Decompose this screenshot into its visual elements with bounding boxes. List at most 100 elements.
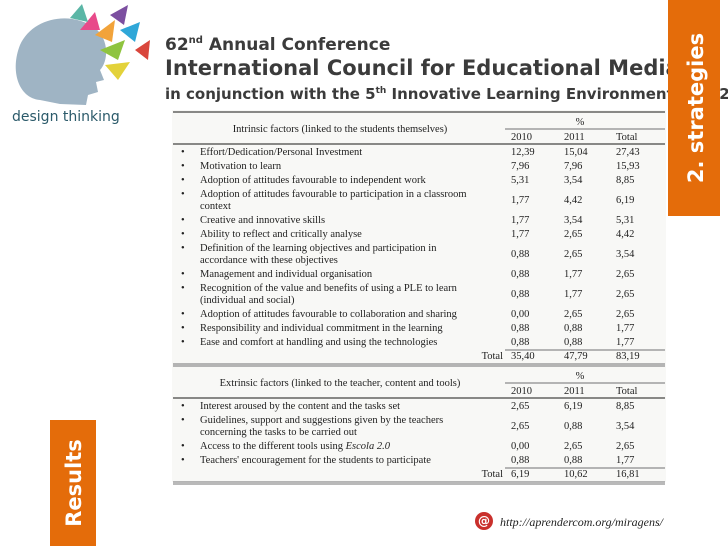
cell-value: 1,77 [511, 215, 529, 226]
bullet: • [181, 243, 185, 254]
text: 62 [165, 35, 189, 55]
header-line3: in conjunction with the 5th Innovative L… [165, 85, 728, 103]
column-header: 2011 [564, 386, 585, 397]
superscript: th [376, 86, 387, 96]
text: Management and individual organisation [200, 269, 373, 280]
cell-value: 0,88 [564, 323, 582, 334]
factor-text: Adoption of attitudes favourable to part… [200, 189, 467, 200]
text: Annual Conference [203, 35, 390, 55]
cell-value: 2,65 [511, 401, 529, 412]
bullet: • [181, 401, 185, 412]
cell-value: 1,77 [616, 455, 634, 466]
total-value: 16,81 [616, 469, 640, 480]
total-label: Total [482, 469, 504, 480]
cell-value: 2,65 [616, 441, 634, 452]
cell-value: 3,54 [616, 249, 635, 260]
total-value: 10,62 [564, 469, 588, 480]
percent-label: % [576, 371, 585, 382]
cell-value: 2,65 [564, 229, 582, 240]
text: Definition of the learning objectives an… [200, 243, 437, 254]
side-label-bottom: Results [62, 439, 86, 527]
column-header: Total [616, 386, 638, 397]
head-silhouette [15, 18, 107, 106]
factor-text: Creative and innovative skills [200, 215, 325, 226]
column-header: 2010 [511, 132, 532, 143]
factor-text: Responsibility and individual commitment… [200, 323, 443, 334]
cell-value: 8,85 [616, 175, 634, 186]
cell-value: 5,31 [616, 215, 634, 226]
cell-value: 0,88 [564, 337, 582, 348]
factor-text: Guidelines, support and suggestions give… [200, 415, 443, 426]
cell-value: 1,77 [564, 289, 582, 300]
bullet: • [181, 283, 185, 294]
at-icon-text: @ [478, 514, 490, 528]
bullet: • [181, 189, 185, 200]
text: in conjunction with the 5 [165, 85, 376, 103]
cell-value: 3,54 [564, 175, 583, 186]
cell-value: 1,77 [616, 337, 634, 348]
text: Responsibility and individual commitment… [200, 323, 443, 334]
factor-text: Definition of the learning objectives an… [200, 243, 437, 254]
text: Adoption of attitudes favourable to part… [200, 189, 467, 200]
bullet: • [181, 441, 185, 452]
bullet: • [181, 323, 185, 334]
text: Motivation to learn [200, 161, 282, 172]
cell-value: 2,65 [616, 289, 634, 300]
total-value: 6,19 [511, 469, 529, 480]
bullet: • [181, 161, 185, 172]
leaves [70, 4, 150, 80]
text: accordance with these objectives [200, 255, 338, 266]
bullet: • [181, 337, 185, 348]
text: context [200, 201, 231, 212]
text: Recognition of the value and benefits of… [200, 283, 458, 294]
column-header: 2010 [511, 386, 532, 397]
cell-value: 2,65 [616, 309, 634, 320]
section-title: Intrinsic factors (linked to the student… [233, 124, 448, 135]
cell-value: 2,65 [511, 421, 529, 432]
cell-value: 2,65 [616, 269, 634, 280]
cell-value: 0,88 [564, 455, 582, 466]
cell-value: 15,93 [616, 161, 640, 172]
header-line2: International Council for Educational Me… [165, 56, 702, 80]
cell-value: 0,00 [511, 309, 529, 320]
text: Adoption of attitudes favourable to coll… [200, 309, 458, 320]
cell-value: 6,19 [564, 401, 582, 412]
factor-text: Ability to reflect and critically analys… [200, 229, 362, 240]
table-background [172, 110, 666, 482]
italic-text: Escola 2.0 [345, 441, 391, 452]
cell-value: 15,04 [564, 147, 588, 158]
factor-text: accordance with these objectives [200, 255, 338, 266]
cell-value: 0,88 [511, 323, 529, 334]
factor-text: Management and individual organisation [200, 269, 373, 280]
factor-text: context [200, 201, 231, 212]
total-value: 47,79 [564, 351, 588, 362]
text: Innovative Learning Environments 2012 [386, 85, 728, 103]
text: Ability to reflect and critically analys… [200, 229, 362, 240]
text: Creative and innovative skills [200, 215, 325, 226]
cell-value: 0,88 [511, 455, 529, 466]
factor-text: Adoption of attitudes favourable to inde… [200, 175, 426, 186]
logo-caption: design thinking [12, 109, 120, 125]
footer-url: http://aprendercom.org/miragens/ [500, 515, 665, 529]
total-label: Total [482, 351, 504, 362]
text: Ease and comfort at handling and using t… [200, 337, 437, 348]
bullet: • [181, 147, 185, 158]
factor-text: Interest aroused by the content and the … [200, 401, 400, 412]
column-header: 2011 [564, 132, 585, 143]
factor-text: (individual and social) [200, 295, 295, 306]
bullet: • [181, 455, 185, 466]
factor-text: Ease and comfort at handling and using t… [200, 337, 437, 348]
cell-value: 0,00 [511, 441, 529, 452]
text: Effort/Dedication/Personal Investment [200, 147, 362, 158]
cell-value: 1,77 [616, 323, 634, 334]
total-value: 83,19 [616, 351, 640, 362]
text: Guidelines, support and suggestions give… [200, 415, 443, 426]
cell-value: 1,77 [511, 229, 529, 240]
bullet: • [181, 415, 185, 426]
factor-text: Access to the different tools using Esco… [200, 441, 391, 452]
superscript: nd [189, 35, 203, 46]
bullet: • [181, 229, 185, 240]
cell-value: 4,42 [616, 229, 634, 240]
text: (individual and social) [200, 295, 295, 306]
